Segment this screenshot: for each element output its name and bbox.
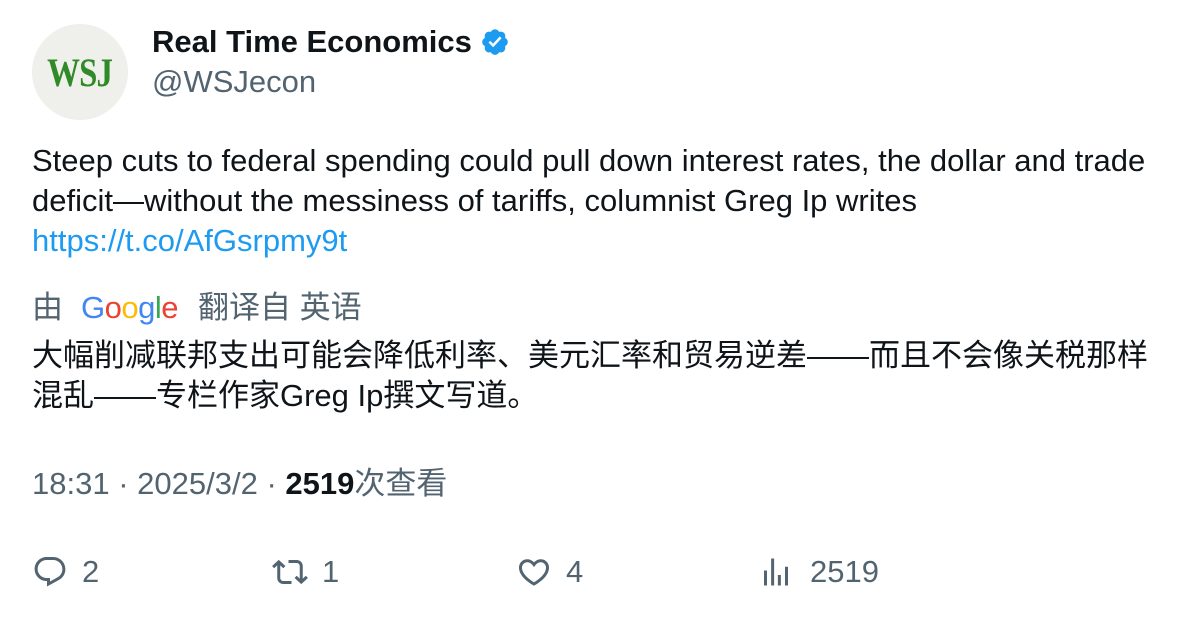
heart-icon: [518, 559, 550, 586]
tweet-meta: 18:31 · 2025/3/2 · 2519次查看: [32, 464, 447, 504]
avatar[interactable]: WSJ: [32, 24, 128, 120]
views-count: 2519: [285, 466, 355, 501]
views-label: 次查看: [354, 466, 448, 501]
tweet-date[interactable]: 2025/3/2: [137, 466, 258, 501]
reply-count: 2: [82, 554, 100, 589]
tweet-text: Steep cuts to federal spending could pul…: [32, 141, 1162, 261]
tweet-time[interactable]: 18:31: [32, 466, 110, 501]
google-logo: Google: [81, 290, 179, 325]
translation-attribution: 由 Google 翻译自 英语: [32, 288, 362, 328]
meta-separator: ·: [266, 466, 277, 501]
retweet-count: 1: [322, 554, 340, 589]
like-button[interactable]: 4: [516, 552, 583, 592]
display-name[interactable]: Real Time Economics: [152, 24, 472, 59]
avatar-logo-text: WSJ: [47, 49, 114, 95]
translation-suffix[interactable]: 翻译自 英语: [198, 290, 362, 325]
tweet-link[interactable]: https://t.co/AfGsrpmy9t: [32, 223, 348, 258]
translation-prefix: 由: [32, 290, 63, 325]
tweet-body: Steep cuts to federal spending could pul…: [32, 143, 1146, 218]
author-name-row: Real Time Economics: [152, 22, 510, 62]
analytics-icon: [764, 558, 788, 586]
author-handle[interactable]: @WSJecon: [152, 64, 317, 99]
views-button[interactable]: 2519: [758, 552, 879, 592]
retweet-icon: [272, 559, 308, 585]
translated-text: 大幅削减联邦支出可能会降低利率、美元汇率和贸易逆差——而且不会像关税那样混乱——…: [32, 338, 1148, 413]
views-action-count: 2519: [810, 554, 879, 589]
reply-button[interactable]: 2: [32, 552, 99, 592]
verified-badge-icon[interactable]: [480, 27, 510, 57]
meta-separator: ·: [118, 466, 129, 501]
reply-icon: [34, 557, 66, 587]
action-bar: 2 1 4 2519: [32, 552, 1162, 592]
retweet-button[interactable]: 1: [272, 552, 339, 592]
like-count: 4: [566, 554, 584, 589]
